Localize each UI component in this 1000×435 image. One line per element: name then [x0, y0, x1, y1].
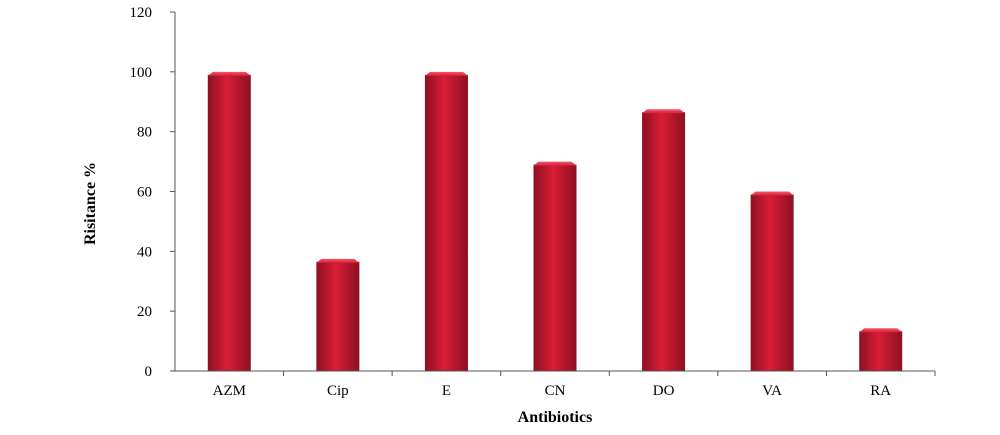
bar-cap [642, 109, 686, 114]
y-tick-label: 100 [130, 65, 153, 81]
bar-azm [207, 71, 251, 371]
bar [207, 74, 251, 371]
x-tick-label: E [442, 383, 451, 399]
bar-cap [533, 161, 577, 166]
bar-cap [424, 71, 468, 76]
x-tick-label: RA [870, 383, 891, 399]
bar-e [424, 71, 468, 371]
x-axis-title: Antibiotics [518, 409, 593, 426]
y-tick-label: 20 [137, 304, 152, 320]
y-tick-label: 80 [137, 125, 152, 141]
y-tick-label: 120 [130, 5, 153, 21]
x-tick-label: DO [653, 383, 675, 399]
bar [642, 112, 686, 372]
bar-cip [316, 258, 360, 371]
bar [316, 261, 360, 371]
x-tick-label: AZM [213, 383, 246, 399]
y-tick-label: 40 [137, 244, 152, 260]
bar [424, 74, 468, 371]
bar-cap [316, 258, 360, 263]
bar-cap [207, 71, 251, 76]
x-tick-label: Cip [327, 383, 349, 399]
bar [859, 331, 903, 371]
y-tick-label: 0 [145, 364, 153, 380]
bar-do [642, 109, 686, 372]
y-axis-title: Risitance % [82, 162, 99, 245]
y-tick-label: 60 [137, 185, 152, 201]
bars [207, 71, 903, 372]
x-ticks: AZM Cip E CN DO VA RA [213, 371, 936, 399]
bar-cap [750, 191, 794, 196]
bar-ra [859, 328, 903, 371]
bar [533, 164, 577, 371]
x-tick-label: CN [545, 383, 566, 399]
y-ticks: 0 20 40 60 80 100 120 [130, 5, 175, 380]
bar-cn [533, 161, 577, 371]
bar [750, 194, 794, 371]
bar-cap [859, 328, 903, 333]
bar-va [750, 191, 794, 371]
x-tick-label: VA [762, 383, 782, 399]
